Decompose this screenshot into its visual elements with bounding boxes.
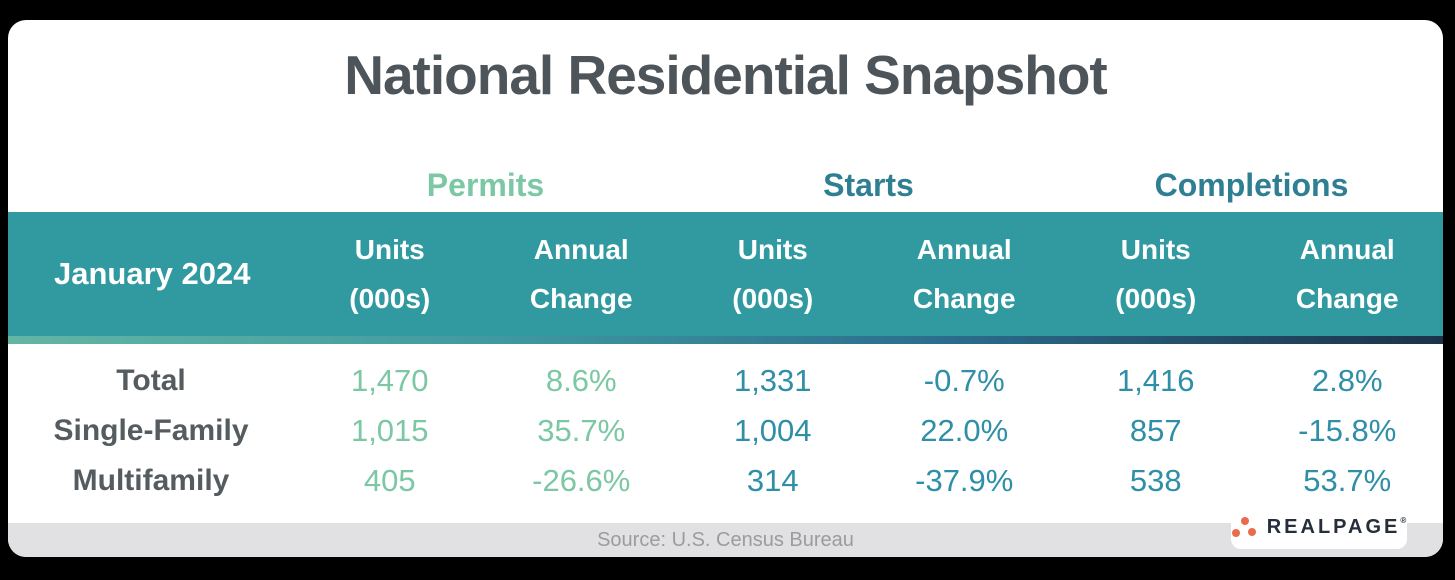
column-group-header-row: Permits Starts Completions <box>8 130 1443 212</box>
units-header-line1: Units <box>1120 234 1191 265</box>
group-header-permits: Permits <box>426 167 545 203</box>
row-label: Single-Family <box>53 414 249 447</box>
units-header-line1: Units <box>737 234 808 265</box>
group-header-starts: Starts <box>823 167 914 203</box>
permits-change-value: -26.6% <box>532 463 631 498</box>
annual-header-line1: Annual <box>1299 234 1395 265</box>
period-label: January 2024 <box>54 256 251 291</box>
realpage-logo: REALPAGE® <box>1231 506 1407 549</box>
table-body: Total 1,470 8.6% 1,331 -0.7% 1,416 2.8% … <box>8 356 1443 506</box>
realpage-wordmark: REALPAGE® <box>1266 516 1407 538</box>
annual-header-line1: Annual <box>916 234 1012 265</box>
permits-units-header: Units (000s) <box>294 225 486 323</box>
permits-units-value: 405 <box>363 463 416 498</box>
completions-units-value: 538 <box>1129 463 1182 498</box>
units-header-line2: (000s) <box>732 283 814 314</box>
starts-change-value: -0.7% <box>923 363 1005 398</box>
completions-units-value: 1,416 <box>1116 363 1195 398</box>
annual-header-line1: Annual <box>533 234 629 265</box>
completions-change-value: -15.8% <box>1298 413 1397 448</box>
gradient-accent-strip <box>8 336 1443 344</box>
table-header-band: January 2024 Units (000s) Annual Change … <box>8 212 1443 336</box>
completions-units-header: Units (000s) <box>1060 225 1252 323</box>
starts-change-value: 22.0% <box>920 413 1009 448</box>
source-text: Source: U.S. Census Bureau <box>597 528 854 551</box>
permits-annual-change-header: Annual Change <box>486 225 678 323</box>
starts-units-value: 314 <box>746 463 799 498</box>
completions-annual-change-header: Annual Change <box>1252 225 1444 323</box>
completions-units-value: 857 <box>1129 413 1182 448</box>
permits-change-value: 8.6% <box>545 363 617 398</box>
source-footer: Source: U.S. Census Bureau <box>8 523 1443 557</box>
table-row-total: Total 1,470 8.6% 1,331 -0.7% 1,416 2.8% <box>8 356 1443 406</box>
annual-header-line2: Change <box>529 283 633 314</box>
realpage-dots-icon <box>1231 517 1257 538</box>
completions-change-value: 2.8% <box>1311 363 1383 398</box>
table-row-multifamily: Multifamily 405 -26.6% 314 -37.9% 538 53… <box>8 456 1443 506</box>
starts-units-value: 1,004 <box>733 413 812 448</box>
permits-units-value: 1,015 <box>350 413 429 448</box>
trademark-symbol: ® <box>1400 516 1407 525</box>
units-header-line2: (000s) <box>1115 283 1197 314</box>
row-label: Multifamily <box>72 464 230 497</box>
group-header-completions: Completions <box>1154 167 1349 203</box>
starts-annual-change-header: Annual Change <box>869 225 1061 323</box>
units-header-line2: (000s) <box>349 283 431 314</box>
row-label: Total <box>116 364 186 397</box>
page-title: National Residential Snapshot <box>344 44 1108 106</box>
annual-header-line2: Change <box>1295 283 1399 314</box>
starts-units-header: Units (000s) <box>677 225 869 323</box>
starts-units-value: 1,331 <box>733 363 812 398</box>
table-row-single-family: Single-Family 1,015 35.7% 1,004 22.0% 85… <box>8 406 1443 456</box>
permits-change-value: 35.7% <box>537 413 626 448</box>
annual-header-line2: Change <box>912 283 1016 314</box>
permits-units-value: 1,470 <box>350 363 429 398</box>
snapshot-card: National Residential Snapshot Permits St… <box>8 20 1443 557</box>
starts-change-value: -37.9% <box>915 463 1014 498</box>
units-header-line1: Units <box>354 234 425 265</box>
completions-change-value: 53.7% <box>1303 463 1392 498</box>
